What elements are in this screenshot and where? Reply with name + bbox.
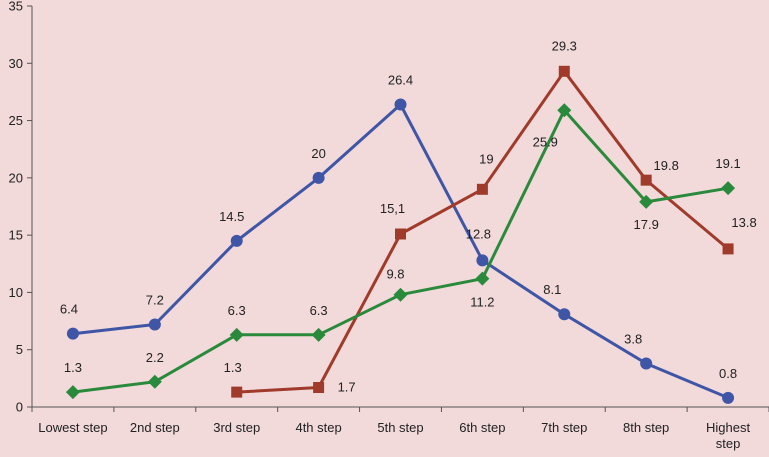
y-tick-label: 30 <box>9 56 23 71</box>
y-tick-label: 15 <box>9 228 23 243</box>
data-label: 6.4 <box>60 302 78 317</box>
data-label: 17.9 <box>634 217 659 232</box>
data-label: 19 <box>479 151 493 166</box>
chart-series <box>65 65 736 404</box>
series-0-point <box>558 308 571 321</box>
series-2-point <box>311 327 326 342</box>
data-label: 13.8 <box>731 215 756 230</box>
x-tick-label: 2nd step <box>130 420 180 435</box>
data-label: 9.8 <box>386 267 404 282</box>
data-label: 6.3 <box>310 303 328 318</box>
series-1-point <box>722 243 734 255</box>
data-label: 20 <box>311 146 325 161</box>
x-tick-label: 8th step <box>623 420 669 435</box>
data-label: 7.2 <box>146 293 164 308</box>
data-label: 6.3 <box>228 303 246 318</box>
series-0-point <box>394 98 407 111</box>
y-tick-label: 25 <box>9 113 23 128</box>
data-label: 12.8 <box>466 226 491 241</box>
data-label: 26.4 <box>388 73 413 88</box>
x-tick-label: Lowest step <box>38 420 107 435</box>
data-label: 15,1 <box>380 201 405 216</box>
data-label: 19.1 <box>715 156 740 171</box>
series-2-point <box>557 103 572 118</box>
data-label: 2.2 <box>146 350 164 365</box>
chart-data-labels: 6.4 7.2 14.5 20 26.4 12.8 8.1 3.8 0.8 1.3 1.7 15,1 1… <box>60 38 757 394</box>
series-2-point <box>147 374 162 389</box>
data-label: 19.8 <box>654 158 679 173</box>
series-0-line <box>72 103 729 400</box>
series-0-point <box>148 318 161 331</box>
data-label: 14.5 <box>219 209 244 224</box>
series-0-point <box>312 171 325 184</box>
series-0-point <box>476 254 489 267</box>
data-label: 1.3 <box>64 360 82 375</box>
chart-axes: 0 5 10 15 20 25 30 35 Lowest step 2nd step 3rd ste… <box>9 0 769 451</box>
data-label: 0.8 <box>719 366 737 381</box>
x-tick-label: 5th step <box>377 420 423 435</box>
x-tick-label: 6th step <box>459 420 505 435</box>
series-2-point <box>229 327 244 342</box>
y-tick-label: 5 <box>16 342 23 357</box>
data-label: 1.3 <box>224 360 242 375</box>
data-label: 11.2 <box>470 295 494 310</box>
series-1-point <box>558 65 570 77</box>
series-2-line <box>72 108 729 394</box>
y-tick-label: 0 <box>16 400 23 415</box>
series-1-point <box>313 382 325 394</box>
series-2-point <box>475 271 490 286</box>
series-2-point <box>639 194 654 209</box>
x-tick-label: 3rd step <box>213 420 260 435</box>
series-0-point <box>640 357 653 370</box>
series-1-point <box>476 183 488 195</box>
y-tick-label: 10 <box>9 285 23 300</box>
x-tick-label: 4th step <box>295 420 341 435</box>
x-tick-label: 7th step <box>541 420 587 435</box>
data-label: 25.9 <box>533 134 558 149</box>
series-1-point <box>231 386 243 398</box>
series-0-point <box>722 391 735 404</box>
series-1-point <box>640 174 652 186</box>
series-1-point <box>395 228 406 240</box>
series-2-point <box>721 181 736 196</box>
data-label: 8.1 <box>543 282 561 297</box>
data-label: 3.8 <box>624 331 642 346</box>
series-2-point <box>393 287 408 302</box>
series-0-point <box>66 327 79 340</box>
series-0-point <box>230 234 243 247</box>
data-label: 29.3 <box>552 38 577 53</box>
x-tick-label: Highest step <box>706 420 750 451</box>
y-tick-label: 20 <box>9 170 23 185</box>
series-2-point <box>65 385 80 400</box>
data-label: 1.7 <box>338 380 356 395</box>
y-tick-label: 35 <box>9 0 23 14</box>
